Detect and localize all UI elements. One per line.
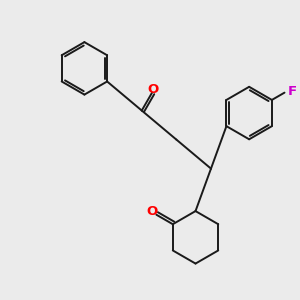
Text: O: O [148,83,159,96]
Text: O: O [146,205,158,218]
Text: F: F [287,85,296,98]
